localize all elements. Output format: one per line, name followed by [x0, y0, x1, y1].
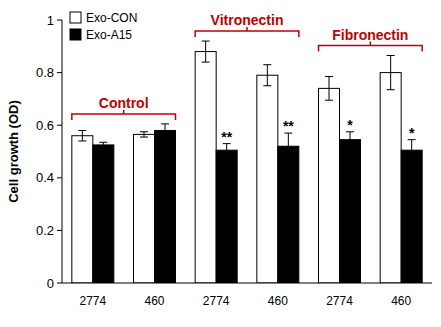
- error-bar: [99, 142, 107, 147]
- bar: [278, 146, 299, 283]
- error-cap: [99, 147, 107, 148]
- bars: [72, 41, 422, 283]
- error-bar: [223, 144, 231, 157]
- legend-label: Exo-A15: [86, 28, 132, 42]
- error-bar: [78, 130, 86, 141]
- y-tick: [57, 230, 62, 231]
- error-stem: [329, 77, 330, 101]
- error-cap: [202, 62, 210, 63]
- legend-item: Exo-A15: [70, 28, 132, 42]
- error-stem: [165, 124, 166, 137]
- error-cap: [78, 140, 86, 141]
- legend-item: Exo-CON: [70, 11, 137, 25]
- error-stem: [288, 133, 289, 159]
- group-bracket: [72, 110, 176, 120]
- bar: [93, 145, 114, 283]
- error-cap: [161, 123, 169, 124]
- bar: [155, 130, 176, 283]
- error-cap: [140, 137, 148, 138]
- error-stem: [82, 130, 83, 141]
- y-tick: [57, 72, 62, 73]
- error-stem: [103, 142, 104, 147]
- x-tick-label: 460: [268, 294, 288, 308]
- error-stem: [226, 144, 227, 157]
- bar: [319, 88, 340, 283]
- error-bar: [284, 133, 292, 159]
- chart: ******00.20.40.60.8127744602774460277446…: [0, 0, 441, 327]
- y-tick-label: 0.4: [36, 170, 54, 185]
- group-bracket: [319, 42, 423, 52]
- error-cap: [408, 160, 416, 161]
- error-cap: [346, 147, 354, 148]
- error-stem: [390, 56, 391, 90]
- y-tick: [57, 283, 62, 284]
- error-bar: [161, 124, 169, 137]
- error-cap: [202, 41, 210, 42]
- group-label: Control: [99, 95, 149, 111]
- error-bar: [325, 77, 333, 101]
- y-tick: [57, 20, 62, 21]
- error-stem: [144, 132, 145, 137]
- bar: [195, 52, 216, 283]
- error-bar: [408, 140, 416, 161]
- error-bar: [263, 65, 271, 86]
- error-cap: [140, 131, 148, 132]
- error-cap: [325, 100, 333, 101]
- bar: [134, 134, 155, 283]
- error-cap: [263, 85, 271, 86]
- error-bar: [346, 132, 354, 148]
- error-cap: [78, 130, 86, 131]
- error-stem: [411, 140, 412, 161]
- error-cap: [387, 55, 395, 56]
- error-bar: [202, 41, 210, 62]
- bar: [72, 136, 93, 283]
- x-tick-label: 2774: [79, 294, 106, 308]
- error-stem: [350, 132, 351, 148]
- y-tick: [57, 125, 62, 126]
- error-stem: [267, 65, 268, 86]
- error-cap: [99, 142, 107, 143]
- bar: [216, 150, 237, 283]
- error-cap: [263, 64, 271, 65]
- group-label: Fibronectin: [332, 27, 408, 43]
- error-stem: [205, 41, 206, 62]
- error-cap: [284, 159, 292, 160]
- y-tick: [57, 177, 62, 178]
- legend-swatch: [70, 12, 81, 23]
- significance: *: [409, 125, 415, 141]
- y-tick-label: 0: [47, 276, 54, 291]
- significance: *: [347, 117, 353, 133]
- y-axis-label: Cell growth (OD): [6, 100, 21, 203]
- bar: [380, 73, 401, 283]
- error-cap: [223, 156, 231, 157]
- y-tick-label: 0.8: [36, 65, 54, 80]
- group-label: Vitronectin: [211, 12, 284, 28]
- x-tick-label: 460: [391, 294, 411, 308]
- bar: [257, 75, 278, 283]
- y-tick-label: 0.6: [36, 118, 54, 133]
- y-tick-label: 1: [47, 13, 54, 28]
- y-axis: [62, 20, 63, 283]
- significance: **: [221, 129, 232, 145]
- error-cap: [325, 76, 333, 77]
- error-bar: [387, 56, 395, 90]
- bar: [401, 150, 422, 283]
- error-cap: [387, 89, 395, 90]
- legend-swatch: [70, 29, 81, 40]
- error-cap: [161, 137, 169, 138]
- y-tick-label: 0.2: [36, 223, 54, 238]
- significance: **: [283, 118, 294, 134]
- x-tick-label: 2774: [326, 294, 353, 308]
- x-tick-label: 460: [144, 294, 164, 308]
- x-tick-label: 2774: [203, 294, 230, 308]
- legend-label: Exo-CON: [86, 11, 137, 25]
- group-bracket: [195, 27, 299, 37]
- bar: [340, 140, 361, 283]
- x-axis: [62, 283, 432, 284]
- error-bar: [140, 132, 148, 137]
